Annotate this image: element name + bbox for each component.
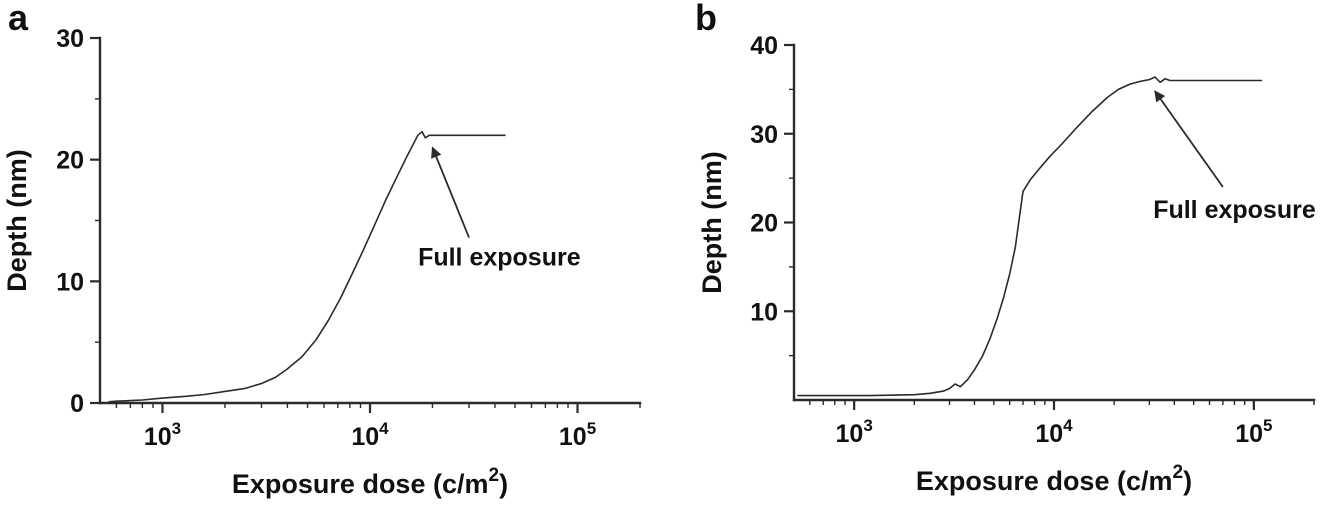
panel-a: a 0 10 20 30 103 104 105 Exposure dose (c/m2) De…	[2, 0, 642, 499]
major-ticks	[784, 43, 1255, 410]
y-tick-label: 20	[750, 210, 778, 238]
y-tick-label: 20	[56, 147, 84, 175]
x-tick-label: 105	[1235, 416, 1272, 448]
annotation-arrow	[1154, 90, 1224, 188]
annotation-text: Full exposure	[1153, 196, 1316, 224]
x-axis-title: Exposure dose (c/m2)	[916, 462, 1192, 496]
x-axis-title: Exposure dose (c/m2)	[232, 465, 508, 499]
panel-label-b: b	[695, 0, 717, 38]
y-axis-title: Depth (nm)	[697, 151, 727, 293]
annotation-arrow	[431, 146, 470, 238]
panel-b: b 10 20 30 40 103 104 105 Exposure dose (c/m2) D…	[669, 0, 1338, 517]
data-curve	[108, 130, 506, 403]
axes	[98, 36, 642, 405]
panel-label-a: a	[8, 0, 29, 38]
annotation-text: Full exposure	[418, 244, 581, 272]
major-ticks	[90, 36, 579, 413]
x-tick-label: 103	[144, 419, 181, 451]
x-tick-label: 103	[836, 416, 873, 448]
y-tick-label: 10	[750, 298, 778, 326]
x-tick-label: 104	[351, 419, 389, 451]
y-tick-label: 30	[56, 25, 84, 53]
minor-ticks	[789, 88, 1315, 405]
tick-labels: 0 10 20 30 103 104 105	[56, 25, 596, 451]
y-tick-label: 10	[56, 268, 84, 296]
chart-b: 10 20 30 40 103 104 105 Exposure dose (c/m2) Dep…	[697, 32, 1316, 496]
y-tick-label: 0	[70, 390, 84, 418]
y-axis-title: Depth (nm)	[2, 149, 32, 291]
minor-ticks	[95, 98, 641, 408]
y-tick-label: 30	[750, 121, 778, 149]
y-tick-label: 40	[750, 32, 778, 60]
chart-a: 0 10 20 30 103 104 105 Exposure dose (c/m2) Dept…	[2, 25, 642, 499]
tick-labels: 10 20 30 40 103 104 105	[750, 32, 1272, 448]
x-tick-label: 104	[1035, 416, 1073, 448]
x-tick-label: 105	[559, 419, 596, 451]
data-curve	[797, 76, 1263, 397]
